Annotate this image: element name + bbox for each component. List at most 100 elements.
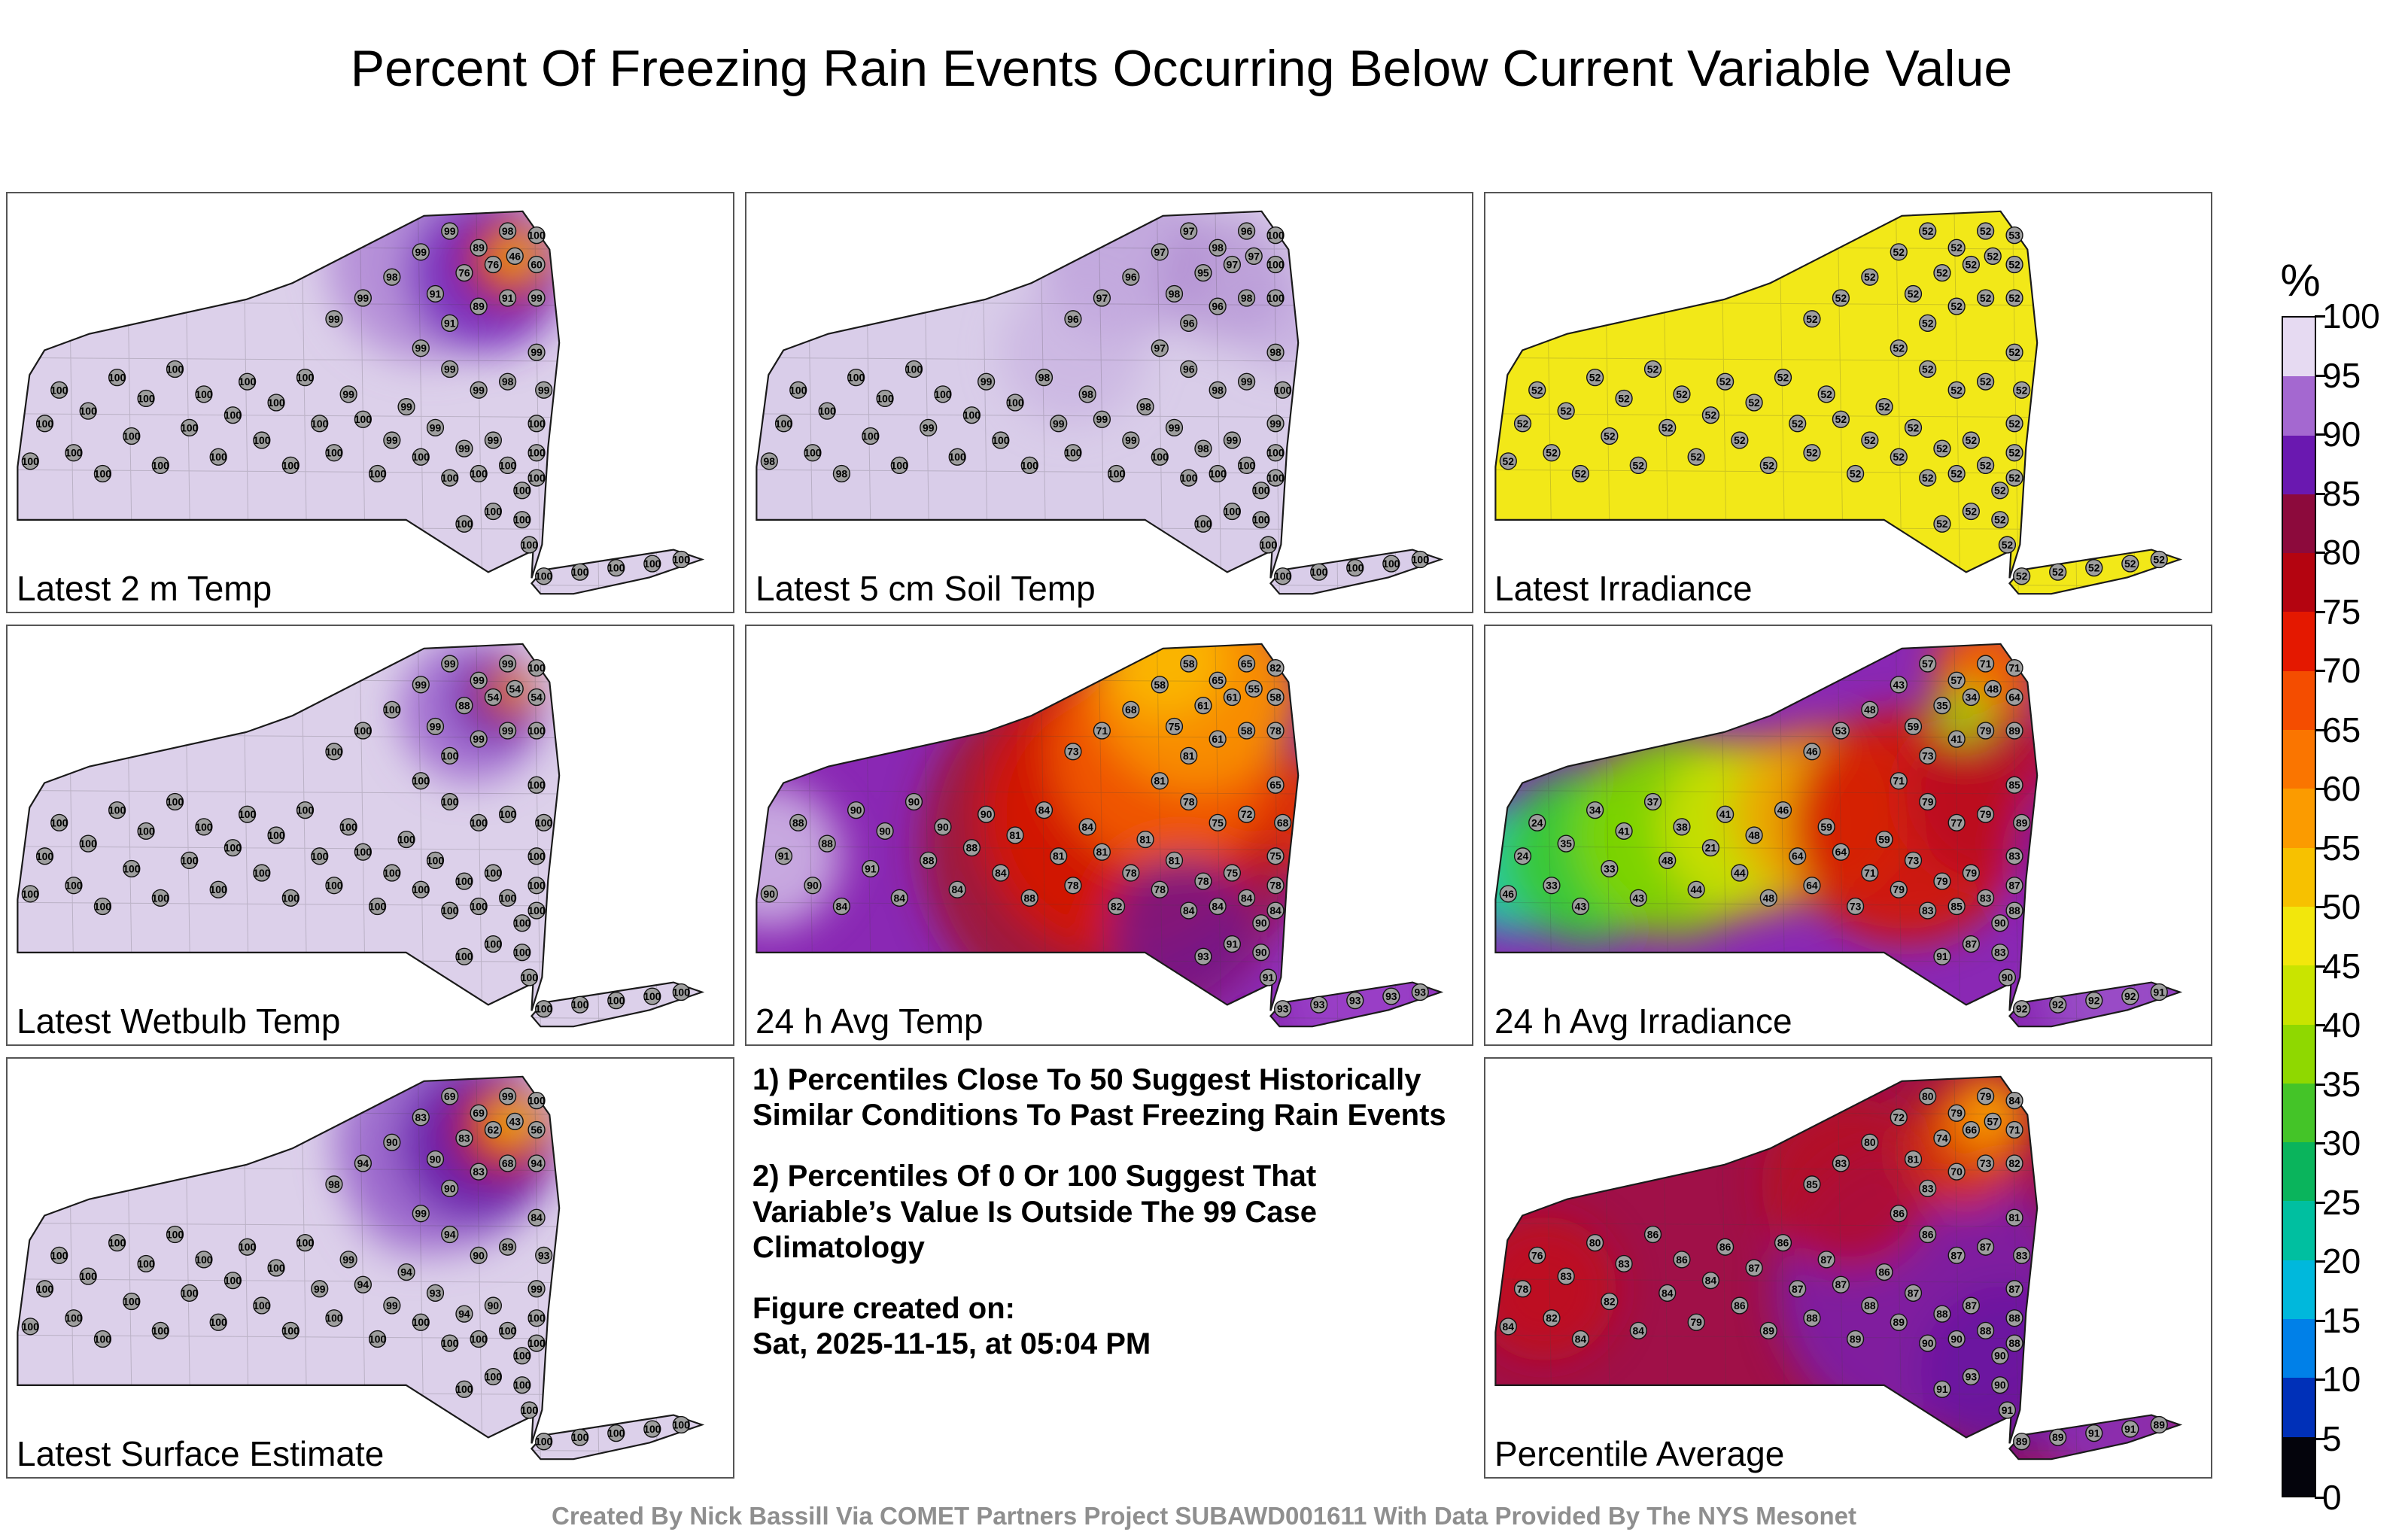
station-value: 89 <box>1763 1324 1775 1336</box>
station-marker <box>1266 289 1285 307</box>
station-value: 90 <box>1950 1333 1963 1345</box>
station-value: 100 <box>905 363 923 375</box>
station-value: 100 <box>607 1427 625 1439</box>
station-value: 79 <box>1936 875 1948 887</box>
station-marker <box>1998 968 2017 986</box>
station-marker <box>1136 397 1154 416</box>
station-value: 100 <box>1021 459 1038 471</box>
station-value: 84 <box>894 892 906 904</box>
station-value: 100 <box>521 1404 538 1416</box>
station-value: 100 <box>528 662 545 674</box>
station-marker <box>1557 1267 1575 1285</box>
station-marker <box>1919 1087 1937 1105</box>
station-marker <box>1209 464 1227 483</box>
station-value: 72 <box>1241 808 1253 820</box>
station-marker <box>123 427 141 445</box>
station-marker <box>1890 1313 1908 1331</box>
station-value: 59 <box>1878 834 1890 846</box>
station-value: 54 <box>531 691 543 703</box>
station-value: 100 <box>1266 229 1284 242</box>
station-marker <box>1933 697 1951 715</box>
station-marker <box>238 1238 257 1256</box>
station-marker <box>383 268 401 286</box>
station-value: 52 <box>1748 397 1760 409</box>
station-value: 52 <box>1994 485 2006 497</box>
station-value: 100 <box>528 725 545 737</box>
station-marker <box>1731 1296 1749 1315</box>
station-value: 52 <box>1647 363 1659 375</box>
station-value: 100 <box>181 854 198 866</box>
station-marker <box>1701 1272 1720 1290</box>
station-value: 100 <box>137 1257 154 1269</box>
station-marker <box>1629 456 1647 475</box>
station-value: 81 <box>1009 829 1021 841</box>
map-panel-latest-2m-temp: 100 100 100 100 100 100 100 100 100 100 100 100 100 1… <box>6 192 734 613</box>
station-marker <box>1035 801 1054 819</box>
station-value: 52 <box>2008 258 2020 270</box>
station-value: 99 <box>415 342 427 354</box>
station-marker <box>1194 515 1212 533</box>
station-value: 100 <box>195 1254 212 1266</box>
ny-map-svg: 46 24 24 33 35 43 34 33 41 43 37 48 38 44 21 41 44 48 48 46… <box>1494 643 2183 1028</box>
station-value: 100 <box>513 917 531 929</box>
station-marker <box>1947 1163 1966 1181</box>
station-marker <box>1904 851 1923 869</box>
station-marker <box>498 655 517 673</box>
station-value: 87 <box>1966 938 1978 950</box>
station-value: 100 <box>1382 558 1400 570</box>
colorbar-band <box>2283 906 2315 966</box>
station-marker <box>2005 415 2023 433</box>
station-value: 38 <box>1676 821 1688 833</box>
station-value: 90 <box>908 795 920 807</box>
station-marker <box>223 839 242 857</box>
station-value: 85 <box>1806 1178 1818 1190</box>
station-value: 87 <box>1966 1299 1978 1312</box>
station-marker <box>1962 502 1981 521</box>
station-marker <box>1861 701 1879 719</box>
station-value: 52 <box>1950 467 1963 479</box>
map-panel-24h-avg-irradiance: 46 24 24 33 35 43 34 33 41 43 37 48 38 44 21 41 44 48 48 46… <box>1484 625 2212 1046</box>
station-value: 76 <box>458 267 470 279</box>
station-value: 35 <box>1936 700 1948 712</box>
station-value: 78 <box>1183 795 1195 807</box>
station-value: 64 <box>2008 691 2020 703</box>
station-marker <box>151 456 169 475</box>
station-marker <box>528 469 546 487</box>
station-marker <box>455 872 473 890</box>
station-marker <box>498 1154 517 1172</box>
colorbar-tick-label: 80 <box>2322 533 2361 572</box>
station-markers: 100 100 100 100 100 100 100 100 100 100 100 100 100 1… <box>21 222 690 585</box>
station-value: 87 <box>1792 1283 1804 1295</box>
colorbar-band <box>2283 376 2315 436</box>
colorbar-tick-label: 60 <box>2322 769 2361 808</box>
long-island-outline <box>2008 1414 2183 1461</box>
station-value: 100 <box>224 409 242 421</box>
map-panel-label: Latest 5 cm Soil Temp <box>756 569 1096 608</box>
station-marker <box>1919 360 1937 378</box>
station-marker <box>1991 511 2009 529</box>
colorbar-band <box>2283 1083 2315 1143</box>
station-marker <box>1252 511 1270 529</box>
station-marker <box>804 444 822 462</box>
station-value: 80 <box>1864 1136 1876 1148</box>
station-value: 100 <box>485 867 502 879</box>
station-value: 21 <box>1705 842 1717 854</box>
station-value: 88 <box>2008 1312 2020 1324</box>
station-marker <box>1151 880 1169 898</box>
station-value: 95 <box>1197 267 1209 279</box>
station-marker <box>1991 1376 2009 1394</box>
station-value: 55 <box>1248 682 1260 695</box>
station-marker <box>1890 676 1908 694</box>
map-panel-latest-surface-estimate: 100 100 100 100 100 100 100 100 100 100 100 100 100 1… <box>6 1057 734 1479</box>
station-markers: 46 24 24 33 35 43 34 33 41 43 37 48 38 44 21 41 44 48 48 46… <box>1499 655 2168 1018</box>
station-value: 100 <box>108 1237 126 1249</box>
station-value: 88 <box>923 854 935 866</box>
note-2: 2) Percentiles Of 0 Or 100 Suggest That … <box>752 1160 1317 1264</box>
station-value: 84 <box>1503 1321 1515 1333</box>
station-marker <box>1947 464 1966 483</box>
station-marker <box>1687 1313 1705 1331</box>
station-value: 75 <box>1227 867 1239 879</box>
station-value: 68 <box>1277 816 1289 828</box>
ny-map: 98 100 100 100 100 98 100 100 100 100 100 99 100 100 1… <box>746 193 1472 612</box>
station-value: 84 <box>2008 1095 2020 1107</box>
